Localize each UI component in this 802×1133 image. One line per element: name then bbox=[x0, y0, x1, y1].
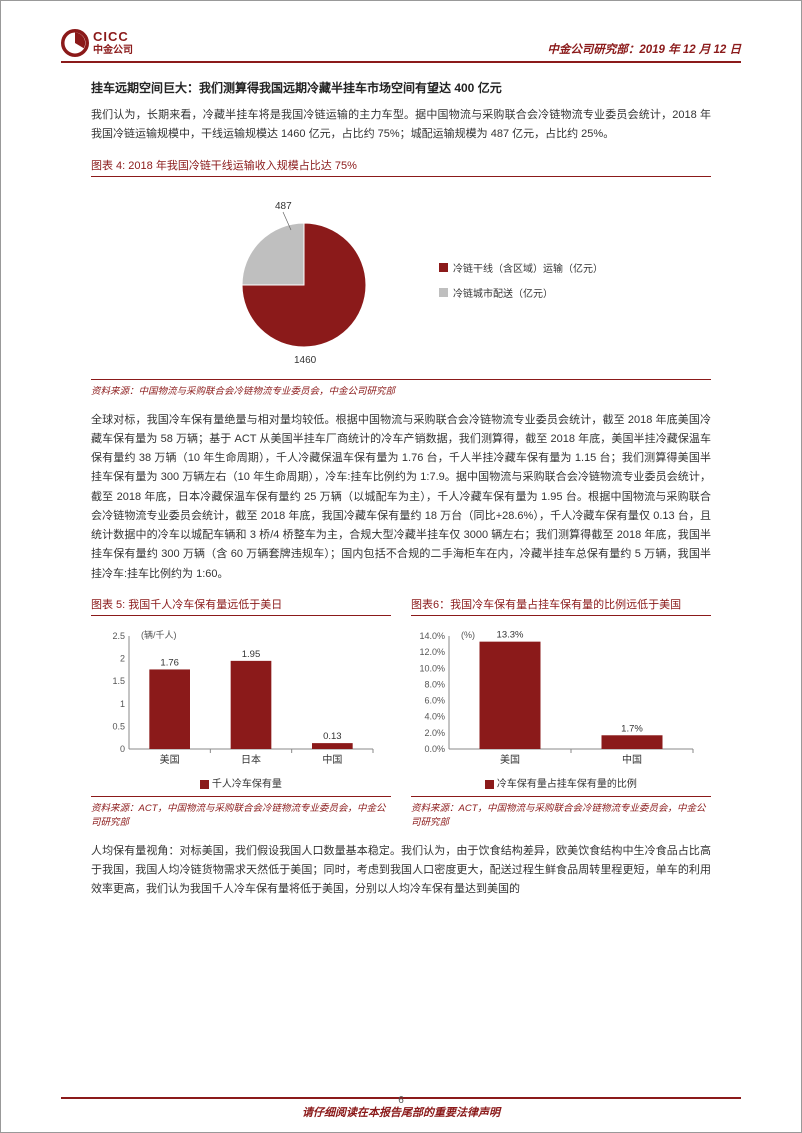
chart4-legend: 冷链干线（含区域）运输（亿元） 冷链城市配送（亿元） bbox=[439, 260, 603, 300]
svg-text:2.5: 2.5 bbox=[112, 631, 125, 641]
chart6-legend: 冷车保有量占挂车保有量的比例 bbox=[497, 779, 637, 790]
svg-text:美国: 美国 bbox=[160, 753, 180, 766]
page-footer: 请仔细阅读在本报告尾部的重要法律声明 6 bbox=[61, 1097, 741, 1120]
svg-text:2: 2 bbox=[120, 653, 125, 663]
svg-text:1460: 1460 bbox=[294, 355, 317, 365]
logo-text-en: CICC bbox=[93, 30, 133, 44]
svg-text:10.0%: 10.0% bbox=[419, 663, 445, 673]
logo-text-cn: 中金公司 bbox=[93, 45, 133, 56]
svg-text:4.0%: 4.0% bbox=[424, 711, 445, 721]
svg-text:2.0%: 2.0% bbox=[424, 728, 445, 738]
svg-text:1.7%: 1.7% bbox=[621, 723, 643, 734]
svg-text:0.13: 0.13 bbox=[323, 731, 342, 742]
chart6-bar: 0.0% 2.0% 4.0% 6.0% 8.0% 10.0% 12.0% 14.0% (%) 13… bbox=[411, 626, 711, 771]
svg-text:中国: 中国 bbox=[622, 753, 642, 766]
chart5-legend: 千人冷车保有量 bbox=[212, 779, 282, 790]
svg-text:1.76: 1.76 bbox=[160, 657, 179, 668]
svg-text:中国: 中国 bbox=[322, 753, 342, 766]
svg-text:12.0%: 12.0% bbox=[419, 647, 445, 657]
legend-label: 冷链城市配送（亿元） bbox=[453, 285, 553, 300]
chart4-pie: 487 1460 冷链干线（含区域）运输（亿元） 冷链城市配送（亿元） bbox=[91, 187, 711, 373]
chart5-title: 图表 5: 我国千人冷车保有量远低于美日 bbox=[91, 596, 391, 616]
chart4-title: 图表 4: 2018 年我国冷链干线运输收入规模占比达 75% bbox=[91, 157, 711, 177]
logo-icon bbox=[61, 29, 89, 57]
logo: CICC 中金公司 bbox=[61, 29, 133, 57]
svg-text:1: 1 bbox=[120, 699, 125, 709]
svg-text:487: 487 bbox=[275, 201, 292, 212]
chart4-source: 资料来源：中国物流与采购联合会冷链物流专业委员会，中金公司研究部 bbox=[91, 379, 711, 397]
svg-text:8.0%: 8.0% bbox=[424, 679, 445, 689]
legend-swatch bbox=[200, 780, 209, 789]
svg-text:(%): (%) bbox=[461, 630, 475, 640]
svg-text:14.0%: 14.0% bbox=[419, 631, 445, 641]
legend-swatch bbox=[485, 780, 494, 789]
chart5-bar: 0 0.5 1 1.5 2 2.5 (辆/千人) 1.76 美国 1.95 日本 0.13 中国 bbox=[91, 626, 391, 771]
legend-swatch bbox=[439, 263, 448, 272]
svg-text:(辆/千人): (辆/千人) bbox=[141, 629, 177, 640]
paragraph-1: 我们认为，长期来看，冷藏半挂车将是我国冷链运输的主力车型。据中国物流与采购联合会… bbox=[91, 106, 711, 145]
legend-swatch bbox=[439, 288, 448, 297]
svg-text:美国: 美国 bbox=[500, 753, 520, 766]
svg-text:1.5: 1.5 bbox=[112, 676, 125, 686]
chart5-source: 资料来源：ACT，中国物流与采购联合会冷链物流专业委员会，中金公司研究部 bbox=[91, 796, 391, 828]
section-title: 挂车远期空间巨大：我们测算得我国远期冷藏半挂车市场空间有望达 400 亿元 bbox=[91, 79, 711, 96]
svg-text:0.0%: 0.0% bbox=[424, 744, 445, 754]
paragraph-3: 人均保有量视角：对标美国，我们假设我国人口数量基本稳定。我们认为，由于饮食结构差… bbox=[91, 842, 711, 900]
page-header: CICC 中金公司 中金公司研究部：2019 年 12 月 12 日 bbox=[61, 29, 741, 63]
page-number: 6 bbox=[61, 1095, 741, 1106]
svg-text:日本: 日本 bbox=[241, 753, 261, 766]
footer-disclaimer: 请仔细阅读在本报告尾部的重要法律声明 bbox=[302, 1107, 500, 1119]
svg-text:0: 0 bbox=[120, 744, 125, 754]
chart6-source: 资料来源：ACT，中国物流与采购联合会冷链物流专业委员会，中金公司研究部 bbox=[411, 796, 711, 828]
svg-text:1.95: 1.95 bbox=[242, 649, 261, 660]
chart6-title: 图表6：我国冷车保有量占挂车保有量的比例远低于美国 bbox=[411, 596, 711, 616]
svg-text:0.5: 0.5 bbox=[112, 721, 125, 731]
legend-label: 冷链干线（含区域）运输（亿元） bbox=[453, 260, 603, 275]
header-date: 中金公司研究部：2019 年 12 月 12 日 bbox=[547, 41, 741, 57]
svg-text:6.0%: 6.0% bbox=[424, 695, 445, 705]
svg-text:13.3%: 13.3% bbox=[497, 629, 524, 640]
paragraph-2: 全球对标，我国冷车保有量绝量与相对量均较低。根据中国物流与采购联合会冷链物流专业… bbox=[91, 411, 711, 584]
